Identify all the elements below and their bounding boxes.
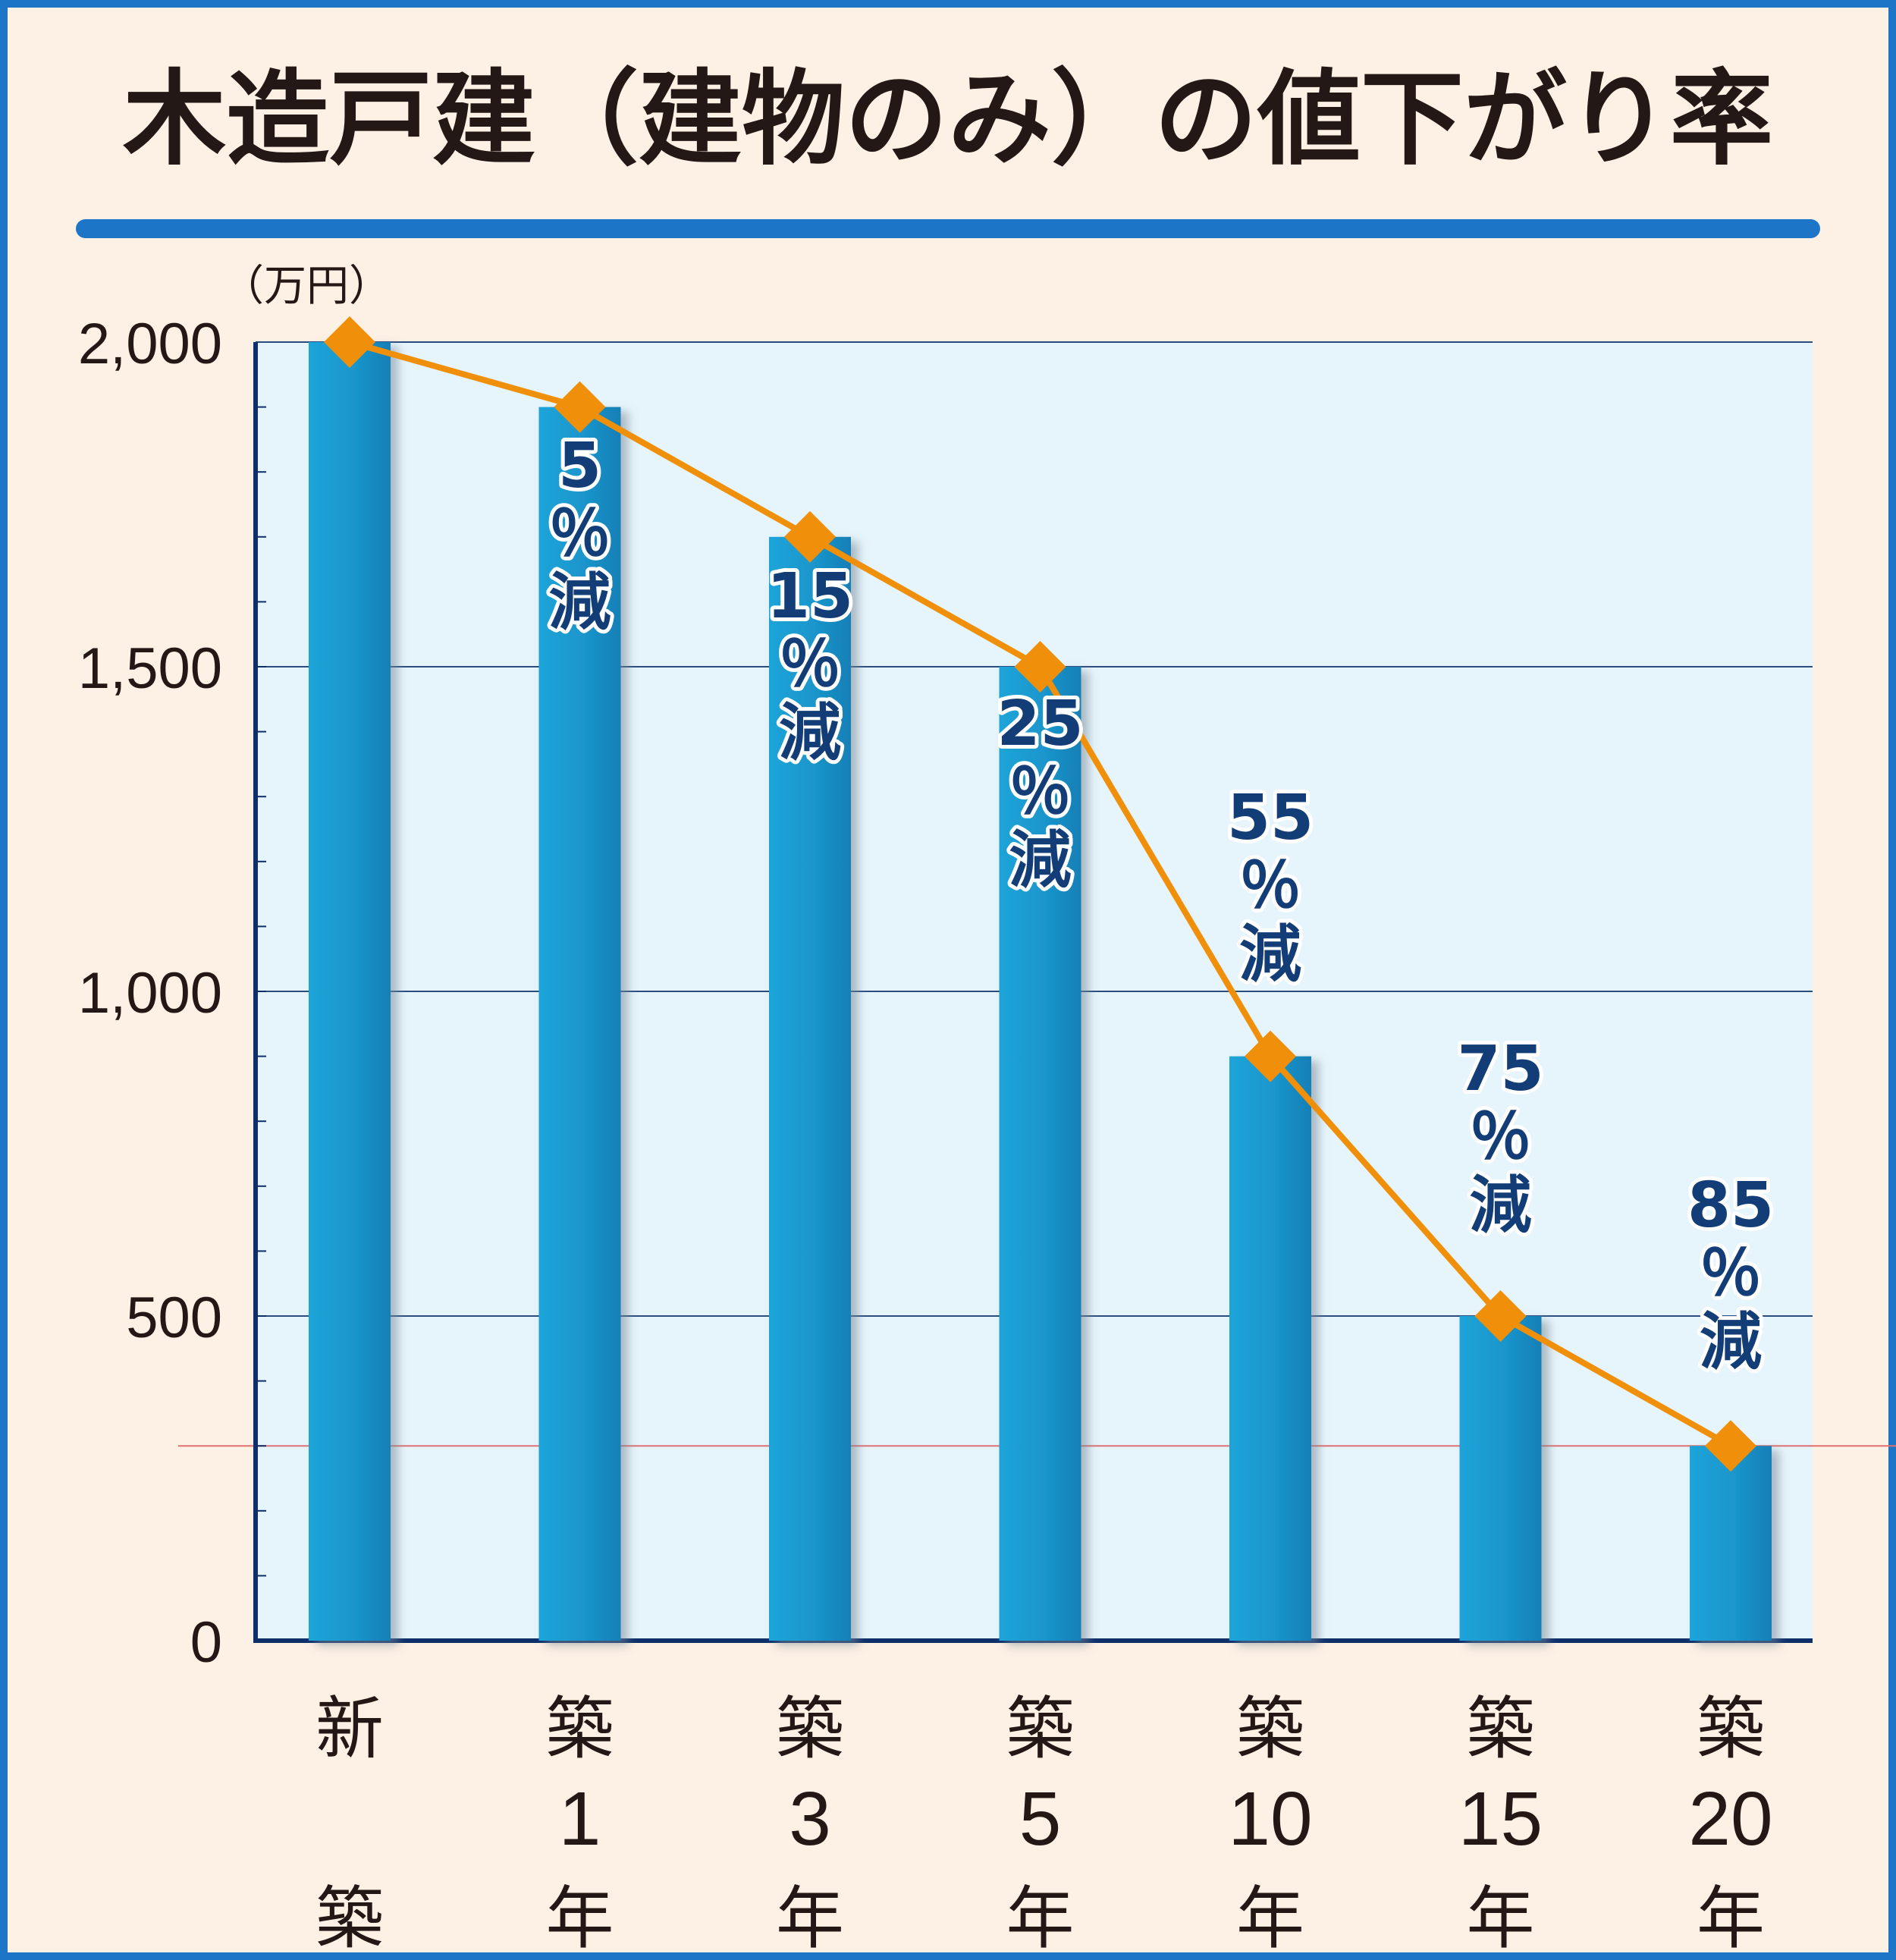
- markers: [324, 316, 1756, 1472]
- x-category-label: 築5 年: [1006, 1689, 1075, 1958]
- data-marker: [1705, 1420, 1756, 1472]
- title-underline: [76, 219, 1820, 238]
- x-category-text: 築: [776, 1689, 844, 1769]
- bar: [769, 536, 851, 1641]
- data-marker: [324, 316, 375, 368]
- data-marker: [1474, 1290, 1527, 1342]
- x-category-text: 10: [1228, 1776, 1312, 1861]
- annotation-text: 15: [767, 561, 853, 633]
- x-category-text: 築: [1697, 1689, 1765, 1769]
- bar: [999, 667, 1081, 1641]
- bars: [309, 342, 1772, 1641]
- annotation-text: 5: [558, 430, 601, 502]
- annotation-text: ％: [1009, 756, 1071, 828]
- annotation-text: ％: [1700, 1238, 1762, 1310]
- x-category-label: 新築: [315, 1689, 384, 1958]
- x-category-text: 築: [1006, 1689, 1075, 1769]
- annotation-text: ％: [779, 629, 841, 701]
- y-tick-label: 500: [126, 1286, 222, 1350]
- annotation-text: ％: [1239, 850, 1301, 922]
- percent-annotation: 55％減: [1223, 778, 1317, 994]
- percent-annotation: 25％減: [993, 684, 1087, 900]
- x-category-text: 年: [1697, 1879, 1765, 1958]
- y-tick-label: 0: [190, 1610, 222, 1675]
- x-category-text: 新: [315, 1689, 384, 1769]
- annotation-text: 減: [548, 567, 611, 639]
- x-category-text: 年: [546, 1879, 614, 1958]
- x-category-text: 20: [1688, 1776, 1772, 1861]
- x-category-text: 年: [1467, 1879, 1535, 1958]
- x-category-text: 15: [1458, 1776, 1543, 1861]
- x-category-text: 1: [559, 1776, 601, 1861]
- y-tick-label: 2,000: [78, 312, 222, 376]
- bar: [1229, 1056, 1311, 1641]
- chart-title: 木造戸建（建物のみ）の値下がり率: [123, 60, 1773, 180]
- x-category-label: 築15 年: [1458, 1689, 1543, 1958]
- x-category-label: 築1 年: [546, 1689, 614, 1958]
- bar: [1459, 1316, 1542, 1641]
- x-category-label: 築10 年: [1228, 1689, 1312, 1958]
- data-marker: [784, 510, 836, 563]
- annotation-text: 減: [1009, 825, 1071, 897]
- percent-annotations: 5％減 15％減 25％減55％減75％減 85％減: [545, 426, 1778, 1382]
- percent-annotation: 15％減: [763, 557, 857, 773]
- annotation-text: 25: [997, 688, 1083, 760]
- percent-annotation: 85％減: [1684, 1166, 1778, 1382]
- data-marker: [554, 381, 606, 433]
- x-category-text: 築: [1236, 1689, 1304, 1769]
- percent-annotation: 75％減: [1453, 1029, 1547, 1245]
- y-axis: 2,000 1,500 1,000 500 0: [78, 312, 1813, 1675]
- data-marker: [1014, 641, 1066, 693]
- x-category-label: 築3 年: [776, 1689, 844, 1958]
- data-marker: [1245, 1030, 1296, 1082]
- percent-annotation: 5％減: [545, 426, 614, 642]
- y-tick-label: 1,500: [78, 636, 222, 701]
- annotation-text: 減: [779, 697, 841, 769]
- x-category-text: 年: [1236, 1879, 1304, 1958]
- x-category-label: 築20 年: [1688, 1689, 1772, 1958]
- x-category-text: 3: [789, 1776, 831, 1861]
- annotation-text: 85: [1687, 1170, 1774, 1242]
- bar: [538, 407, 621, 1641]
- y-tick-label: 1,000: [78, 961, 222, 1026]
- annotation-text: ％: [548, 498, 611, 570]
- annotation-text: 減: [1239, 919, 1301, 991]
- annotation-text: ％: [1469, 1101, 1531, 1173]
- annotation-text: 75: [1457, 1033, 1543, 1105]
- x-category-text: 年: [1006, 1879, 1075, 1958]
- annotation-text: 減: [1700, 1306, 1762, 1378]
- x-category-text: 築: [1467, 1689, 1535, 1769]
- bar: [309, 342, 391, 1641]
- x-category-text: 5: [1019, 1776, 1062, 1861]
- y-axis-unit: （万円）: [221, 262, 391, 311]
- bar: [1690, 1446, 1772, 1641]
- annotation-text: 減: [1469, 1170, 1531, 1242]
- annotation-text: 55: [1227, 782, 1314, 854]
- x-category-text: 年: [776, 1879, 844, 1958]
- x-category-text: 築: [546, 1689, 614, 1769]
- x-category-text: 築: [315, 1879, 384, 1958]
